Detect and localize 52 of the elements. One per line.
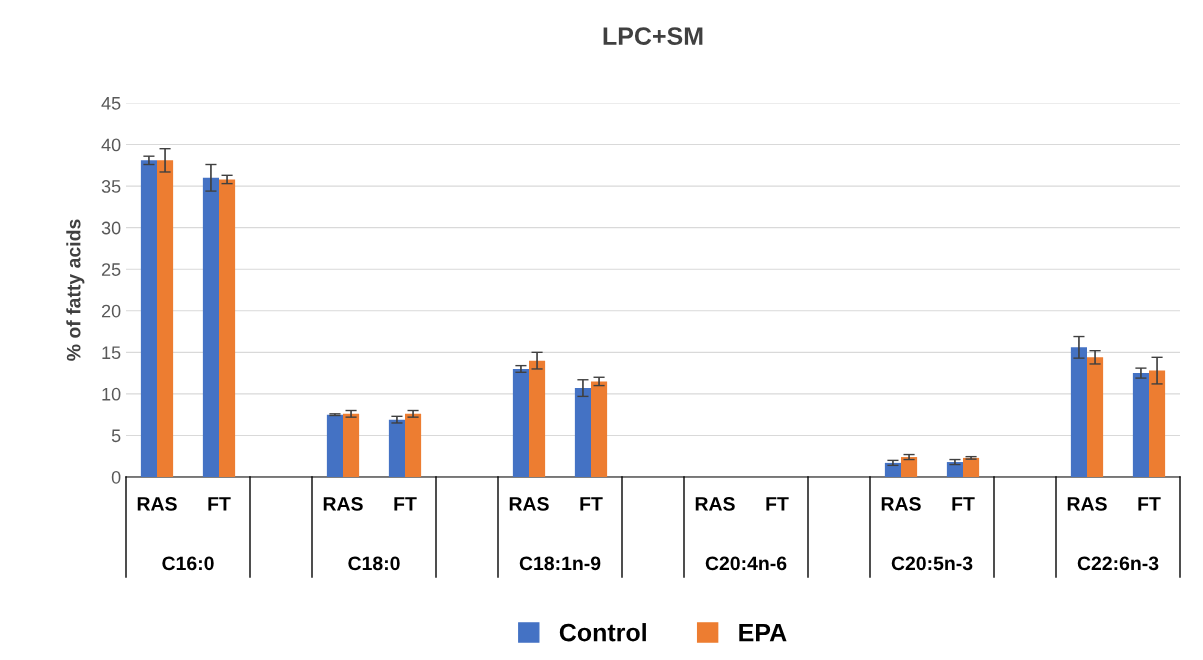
bar (202, 177, 219, 477)
chart-title: LPC+SM (603, 27, 703, 45)
bar (1149, 370, 1166, 477)
y-tick-label: 15 (102, 346, 121, 360)
y-tick-label: 20 (101, 304, 121, 318)
bar (1087, 357, 1104, 477)
y-tick-label: 10 (102, 387, 121, 401)
y-tick-label: 35 (101, 180, 121, 193)
y-tick-label: 5 (111, 429, 121, 443)
text: C20:5n-3 (891, 556, 973, 571)
bar (157, 160, 174, 477)
bar (963, 457, 980, 477)
bar (388, 419, 405, 477)
bar (405, 413, 422, 477)
text: C18:0 (348, 556, 400, 571)
bar (884, 462, 901, 477)
bar (901, 457, 918, 477)
x-tick-label: FT (208, 497, 231, 511)
x-tick-label: FT (1138, 497, 1161, 511)
bar (326, 414, 343, 477)
text: C20:4n-6 (705, 556, 787, 571)
y-axis-title: % of fatty acids (66, 219, 85, 361)
bar (219, 179, 236, 477)
bar (1132, 373, 1149, 477)
bar (140, 160, 157, 477)
y-tick-label: 40 (101, 138, 121, 152)
bar (574, 388, 591, 477)
legend-label: Control (559, 623, 646, 642)
x-tick-label: RAS (509, 496, 549, 511)
x-tick-label: RAS (1067, 496, 1107, 511)
x-tick-label: FT (952, 497, 975, 511)
x-tick-label: FT (394, 497, 417, 511)
y-tick-label: 30 (101, 221, 121, 235)
bar (343, 413, 360, 477)
text: C18:1n-9 (519, 556, 601, 571)
bar (591, 381, 608, 477)
text: C16:0 (162, 556, 214, 571)
x-tick-label: RAS (323, 496, 363, 511)
bar (512, 368, 529, 477)
x-tick-label: RAS (881, 496, 921, 511)
text: C22:6n-3 (1077, 556, 1159, 571)
bar (1070, 347, 1087, 477)
x-tick-label: FT (766, 497, 789, 511)
x-tick-label: RAS (137, 496, 177, 511)
x-tick-label: RAS (695, 496, 735, 511)
y-tick-label: 25 (101, 263, 121, 276)
bar (946, 462, 963, 477)
y-tick-label: 0 (111, 470, 121, 484)
legend-label: EPA (739, 623, 787, 642)
y-tick-label: 45 (101, 97, 121, 110)
x-tick-label: FT (580, 497, 603, 511)
bar (529, 360, 546, 477)
